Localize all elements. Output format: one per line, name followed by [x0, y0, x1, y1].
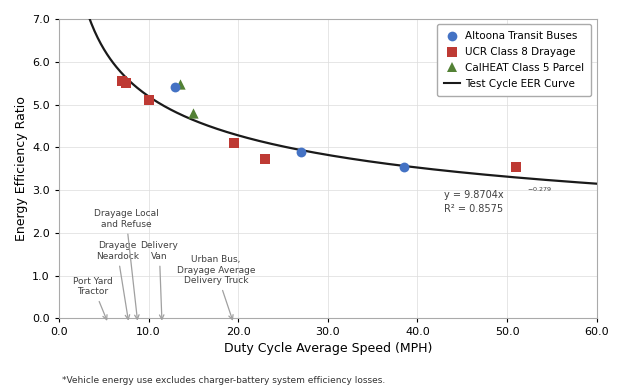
Text: Drayage
Neardock: Drayage Neardock — [95, 241, 139, 319]
Point — [296, 149, 306, 155]
Point — [121, 80, 131, 86]
Text: Drayage Local
and Refuse: Drayage Local and Refuse — [94, 209, 158, 319]
Point — [117, 78, 127, 84]
Point — [511, 164, 521, 170]
Point — [229, 140, 239, 146]
Text: Delivery
Van: Delivery Van — [140, 241, 178, 319]
Text: Urban Bus,
Drayage Average
Delivery Truck: Urban Bus, Drayage Average Delivery Truc… — [177, 255, 255, 320]
Point — [260, 156, 270, 163]
Text: y = 9.8704x: y = 9.8704x — [444, 190, 504, 200]
Point — [144, 97, 154, 103]
Point — [399, 164, 409, 171]
Point — [170, 84, 180, 91]
Y-axis label: Energy Efficiency Ratio: Energy Efficiency Ratio — [15, 96, 28, 241]
Point — [175, 81, 185, 87]
Legend: Altoona Transit Buses, UCR Class 8 Drayage, CalHEAT Class 5 Parcel, Test Cycle E: Altoona Transit Buses, UCR Class 8 Draya… — [437, 24, 592, 96]
Text: $^{-0.279}$: $^{-0.279}$ — [527, 187, 552, 195]
Text: R² = 0.8575: R² = 0.8575 — [444, 204, 504, 214]
X-axis label: Duty Cycle Average Speed (MPH): Duty Cycle Average Speed (MPH) — [223, 342, 432, 354]
Text: Port Yard
Tractor: Port Yard Tractor — [73, 277, 113, 320]
Text: *Vehicle energy use excludes charger-battery system efficiency losses.: *Vehicle energy use excludes charger-bat… — [62, 376, 386, 385]
Point — [188, 110, 198, 116]
